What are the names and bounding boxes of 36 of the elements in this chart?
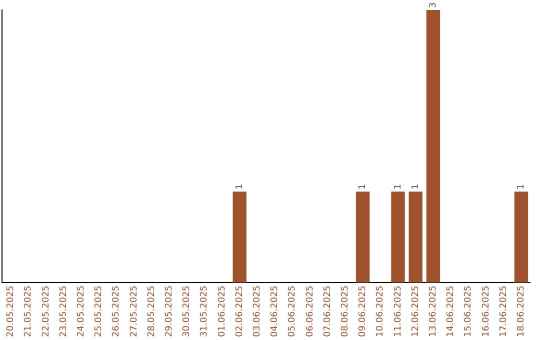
x-tick-label: 20.05.2025 bbox=[6, 285, 16, 337]
x-tick-label: 06.06.2025 bbox=[305, 285, 316, 337]
x-tick-label: 12.06.2025 bbox=[410, 285, 421, 337]
x-tick-label: 01.06.2025 bbox=[217, 285, 228, 337]
x-tick-label: 17.06.2025 bbox=[498, 285, 509, 337]
data-label: 3 bbox=[428, 2, 439, 8]
x-tick-label: 29.05.2025 bbox=[164, 285, 175, 337]
x-tick-label: 16.06.2025 bbox=[481, 285, 492, 337]
x-tick-label: 13.06.2025 bbox=[428, 285, 439, 337]
x-tick-label: 30.05.2025 bbox=[182, 285, 192, 337]
x-tick-label: 15.06.2025 bbox=[464, 285, 474, 337]
data-label: 1 bbox=[234, 184, 245, 190]
x-tick-label: 14.06.2025 bbox=[446, 285, 456, 337]
x-tick-label: 28.05.2025 bbox=[146, 285, 157, 337]
x-tick-label: 24.05.2025 bbox=[76, 285, 87, 337]
x-tick-label: 11.06.2025 bbox=[393, 285, 404, 337]
x-tick-label: 09.06.2025 bbox=[358, 285, 368, 337]
data-label: 1 bbox=[516, 184, 527, 190]
x-tick-label: 22.05.2025 bbox=[41, 285, 52, 337]
x-tick-label: 31.05.2025 bbox=[200, 285, 210, 337]
x-tick-label: 03.06.2025 bbox=[252, 285, 263, 337]
x-tick-label: 05.06.2025 bbox=[288, 285, 298, 337]
x-tick-label: 25.05.2025 bbox=[94, 285, 104, 337]
x-tick-label: 02.06.2025 bbox=[234, 285, 245, 337]
x-tick-label: 07.06.2025 bbox=[322, 285, 333, 337]
x-tick-label: 27.05.2025 bbox=[129, 285, 140, 337]
x-tick-label: 21.05.2025 bbox=[24, 285, 34, 337]
x-tick-label: 08.06.2025 bbox=[340, 285, 351, 337]
x-tick-label: 18.06.2025 bbox=[516, 285, 527, 337]
x-tick-label: 23.05.2025 bbox=[58, 285, 69, 337]
data-label: 1 bbox=[410, 184, 421, 190]
x-tick-label: 26.05.2025 bbox=[112, 285, 122, 337]
x-tick-label: 04.06.2025 bbox=[270, 285, 280, 337]
data-label: 1 bbox=[393, 184, 404, 190]
data-label: 1 bbox=[358, 184, 368, 190]
x-tick-label: 10.06.2025 bbox=[376, 285, 386, 337]
